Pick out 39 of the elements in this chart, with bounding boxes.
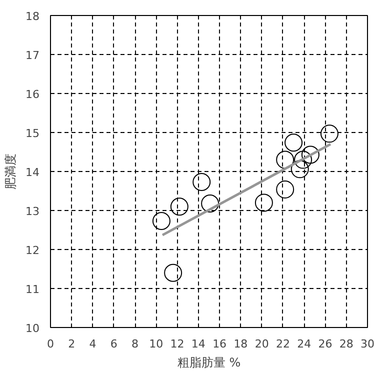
point (201, 194, 220, 212)
x-tick-label: 6 (110, 338, 118, 350)
x-tick-label: 28 (339, 338, 354, 350)
point (294, 150, 312, 169)
point (276, 180, 294, 198)
x-tick-label: 8 (132, 338, 139, 350)
x-tick-label: 12 (170, 338, 184, 350)
y-tick-label: 11 (26, 283, 40, 296)
y-tick-label: 15 (26, 127, 40, 140)
point (164, 264, 182, 282)
y-tick-label: 10 (26, 322, 40, 335)
x-tick-label: 14 (191, 338, 206, 350)
x-tick-label: 2 (68, 338, 76, 350)
y-tick-label: 14 (26, 166, 40, 179)
x-axis-title: 粗脂肪量 % (177, 356, 241, 370)
y-axis-title: 肥満度 (4, 154, 18, 190)
x-tick-label: 16 (212, 338, 227, 350)
x-tick-label: 18 (234, 338, 248, 350)
x-tick-label: 0 (47, 338, 54, 350)
point (152, 212, 170, 230)
x-tick-label: 30 (360, 338, 374, 350)
point (320, 124, 338, 143)
y-tick-label: 16 (26, 88, 40, 101)
x-tick-label: 22 (276, 338, 290, 350)
point (254, 194, 273, 212)
point (290, 160, 309, 178)
x-tick-label: 24 (297, 338, 312, 350)
point (284, 134, 303, 152)
y-tick-label: 17 (26, 49, 40, 62)
y-tick-label: 12 (26, 244, 40, 257)
x-tick-label: 26 (318, 338, 332, 350)
point (170, 198, 188, 216)
x-tick-label: 10 (149, 338, 164, 350)
point (301, 146, 320, 164)
x-tick-label: 4 (89, 338, 96, 350)
y-tick-label: 13 (26, 205, 40, 218)
point (192, 173, 211, 192)
x-tick-label: 20 (254, 338, 269, 350)
y-tick-label: 18 (26, 10, 40, 23)
